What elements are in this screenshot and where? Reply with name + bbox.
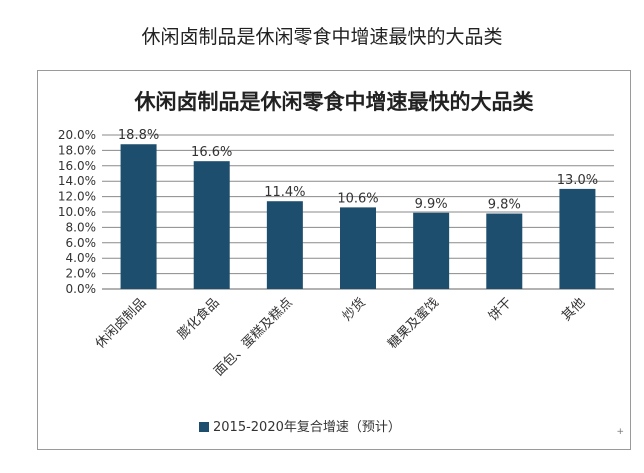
bar xyxy=(559,188,596,289)
data-label: 9.9% xyxy=(415,197,448,212)
chart-frame: 休闲卤制品是休闲零食中增速最快的大品类 0.0% 2.0% 4.0% 6.0% 8.0%… xyxy=(37,70,631,450)
data-label: 13.0% xyxy=(557,173,598,188)
bar-chart: 休闲卤制品是休闲零食中增速最快的大品类 0.0%2.0% 4.0%6.0% 8.0%… xyxy=(58,90,614,435)
x-tick-label: 休闲卤制品 xyxy=(92,295,149,352)
data-labels: 18.8% 16.6% 11.4% 10.6% 9.9% 9.8% 13.0% xyxy=(118,128,598,212)
y-tick-label: 2.0% xyxy=(66,267,97,281)
y-axis-ticks: 0.0%2.0% 4.0%6.0% 8.0%10.0%12.0% 14.0%16.0%… xyxy=(58,128,96,296)
legend[interactable]: 2015-2020年复合增速（预计） xyxy=(199,420,401,435)
y-tick-label: 6.0% xyxy=(66,236,97,250)
x-tick-label: 糖果及蜜饯 xyxy=(385,295,442,352)
x-tick-label: 膨化食品 xyxy=(174,295,222,343)
data-label: 10.6% xyxy=(337,191,378,206)
corner-mark: + xyxy=(616,427,624,437)
y-tick-label: 20.0% xyxy=(58,128,96,142)
chart-title: 休闲卤制品是休闲零食中增速最快的大品类 xyxy=(134,90,535,114)
y-tick-label: 0.0% xyxy=(66,282,97,296)
x-tick-label: 其他 xyxy=(559,295,588,324)
x-tick-label: 炒货 xyxy=(339,295,369,325)
y-tick-label: 4.0% xyxy=(66,251,97,265)
legend-label: 2015-2020年复合增速（预计） xyxy=(213,420,401,435)
legend-swatch xyxy=(199,422,209,432)
y-tick-label: 16.0% xyxy=(58,159,96,173)
x-tick-label: 饼干 xyxy=(486,295,515,324)
data-label: 9.8% xyxy=(488,198,521,213)
bar xyxy=(266,201,303,289)
y-tick-label: 10.0% xyxy=(58,205,96,219)
page-caption: 休闲卤制品是休闲零食中增速最快的大品类 xyxy=(141,26,503,48)
bar xyxy=(193,161,230,289)
data-label: 16.6% xyxy=(191,145,232,160)
bar xyxy=(120,144,157,289)
y-tick-label: 14.0% xyxy=(58,174,96,188)
data-label: 11.4% xyxy=(264,185,305,200)
x-tick-label: 面包、蛋糕及糕点 xyxy=(212,295,296,379)
y-tick-label: 18.0% xyxy=(58,143,96,157)
bar xyxy=(340,207,376,289)
y-tick-label: 8.0% xyxy=(66,220,97,234)
bar xyxy=(413,212,450,289)
bar xyxy=(486,213,523,289)
bars xyxy=(120,144,596,289)
data-label: 18.8% xyxy=(118,128,159,143)
y-tick-label: 12.0% xyxy=(58,190,96,204)
